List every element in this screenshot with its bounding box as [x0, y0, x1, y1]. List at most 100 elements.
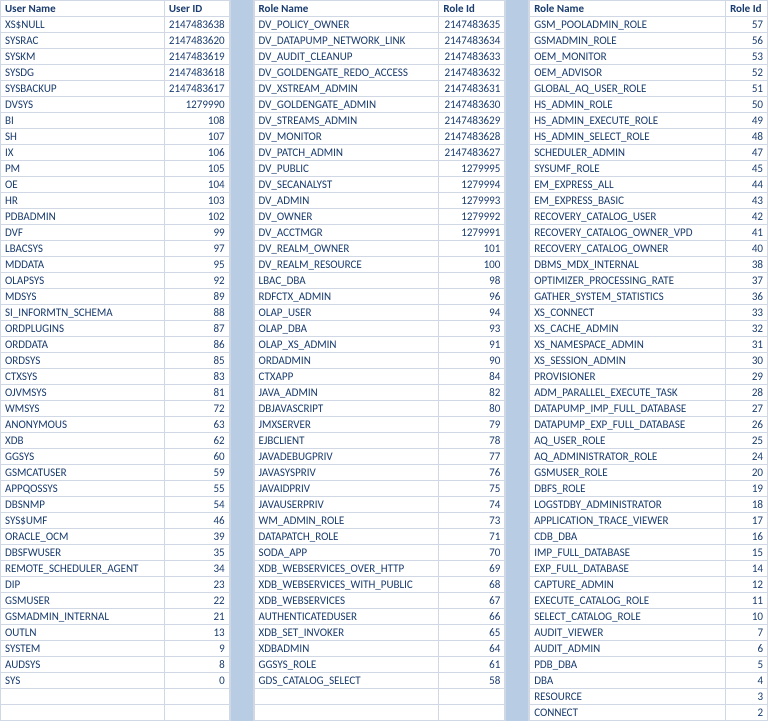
cell-id[interactable]: 78: [439, 433, 505, 449]
table-row[interactable]: BI108: [1, 113, 230, 129]
cell-id[interactable]: 31: [726, 337, 768, 353]
cell-id[interactable]: 7: [726, 625, 768, 641]
cell-id[interactable]: [164, 705, 229, 721]
table-row[interactable]: RECOVERY_CATALOG_OWNER40: [530, 241, 768, 257]
cell-name[interactable]: GSMUSER: [1, 593, 165, 609]
cell-id[interactable]: 26: [726, 417, 768, 433]
cell-name[interactable]: ORDADMIN: [254, 353, 439, 369]
cell-name[interactable]: IX: [1, 145, 165, 161]
table-row[interactable]: GGSYS_ROLE61: [254, 657, 505, 673]
roles1-table[interactable]: Role Name Role Id DV_POLICY_OWNER2147483…: [254, 0, 506, 721]
cell-id[interactable]: 0: [164, 673, 229, 689]
cell-id[interactable]: 57: [726, 17, 768, 33]
cell-id[interactable]: 36: [726, 289, 768, 305]
table-row[interactable]: OLAPSYS92: [1, 273, 230, 289]
table-row[interactable]: WMSYS72: [1, 401, 230, 417]
cell-id[interactable]: 77: [439, 449, 505, 465]
cell-name[interactable]: PDBADMIN: [1, 209, 165, 225]
spreadsheet-grid[interactable]: User Name User ID XS$NULL2147483638SYSRA…: [0, 0, 768, 721]
table-row[interactable]: GATHER_SYSTEM_STATISTICS36: [530, 289, 768, 305]
table-row[interactable]: SELECT_CATALOG_ROLE10: [530, 609, 768, 625]
cell-id[interactable]: 104: [164, 177, 229, 193]
table-row[interactable]: DV_ACCTMGR1279991: [254, 225, 505, 241]
cell-id[interactable]: 105: [164, 161, 229, 177]
cell-id[interactable]: 1279990: [164, 97, 229, 113]
table-row[interactable]: JMXSERVER79: [254, 417, 505, 433]
cell-id[interactable]: 17: [726, 513, 768, 529]
table-row[interactable]: ADM_PARALLEL_EXECUTE_TASK28: [530, 385, 768, 401]
table-row[interactable]: DBJAVASCRIPT80: [254, 401, 505, 417]
cell-name[interactable]: DV_STREAMS_ADMIN: [254, 113, 439, 129]
cell-name[interactable]: HS_ADMIN_SELECT_ROLE: [530, 129, 726, 145]
table-row[interactable]: OLAP_USER94: [254, 305, 505, 321]
table-row[interactable]: DV_OWNER1279992: [254, 209, 505, 225]
table-row[interactable]: XDB62: [1, 433, 230, 449]
table-row[interactable]: AUDIT_VIEWER7: [530, 625, 768, 641]
table-row[interactable]: SYSDG2147483618: [1, 65, 230, 81]
cell-name[interactable]: AQ_USER_ROLE: [530, 433, 726, 449]
cell-name[interactable]: REMOTE_SCHEDULER_AGENT: [1, 561, 165, 577]
table-row[interactable]: SI_INFORMTN_SCHEMA88: [1, 305, 230, 321]
table-row[interactable]: APPLICATION_TRACE_VIEWER17: [530, 513, 768, 529]
table-row[interactable]: GSM_POOLADMIN_ROLE57: [530, 17, 768, 33]
table-row[interactable]: AQ_USER_ROLE25: [530, 433, 768, 449]
cell-id[interactable]: 2147483632: [439, 65, 505, 81]
cell-name[interactable]: SYSDG: [1, 65, 165, 81]
table-row[interactable]: OLAP_XS_ADMIN91: [254, 337, 505, 353]
cell-name[interactable]: PDB_DBA: [530, 657, 726, 673]
cell-name[interactable]: GSM_POOLADMIN_ROLE: [530, 17, 726, 33]
cell-id[interactable]: 2: [726, 705, 768, 721]
cell-id[interactable]: 108: [164, 113, 229, 129]
cell-id[interactable]: 53: [726, 49, 768, 65]
cell-name[interactable]: DV_REALM_RESOURCE: [254, 257, 439, 273]
table-row[interactable]: DVSYS1279990: [1, 97, 230, 113]
cell-name[interactable]: APPQOSSYS: [1, 481, 165, 497]
cell-name[interactable]: OEM_MONITOR: [530, 49, 726, 65]
table-row[interactable]: [1, 705, 230, 721]
cell-name[interactable]: SYSRAC: [1, 33, 165, 49]
cell-name[interactable]: MDDATA: [1, 257, 165, 273]
table-row[interactable]: XDB_WEBSERVICES_WITH_PUBLIC68: [254, 577, 505, 593]
col-header-role-id[interactable]: Role Id: [439, 1, 505, 17]
cell-name[interactable]: HS_ADMIN_ROLE: [530, 97, 726, 113]
cell-id[interactable]: 1279992: [439, 209, 505, 225]
table-row[interactable]: DBMS_MDX_INTERNAL38: [530, 257, 768, 273]
cell-name[interactable]: LBACSYS: [1, 241, 165, 257]
table-row[interactable]: JAVA_ADMIN82: [254, 385, 505, 401]
table-row[interactable]: LOGSTDBY_ADMINISTRATOR18: [530, 497, 768, 513]
cell-name[interactable]: XS$NULL: [1, 17, 165, 33]
table-row[interactable]: OJVMSYS81: [1, 385, 230, 401]
cell-id[interactable]: 63: [164, 417, 229, 433]
cell-name[interactable]: DBA: [530, 673, 726, 689]
cell-name[interactable]: DV_AUDIT_CLEANUP: [254, 49, 439, 65]
cell-id[interactable]: 70: [439, 545, 505, 561]
cell-name[interactable]: DV_MONITOR: [254, 129, 439, 145]
cell-name[interactable]: XS_CONNECT: [530, 305, 726, 321]
cell-id[interactable]: 50: [726, 97, 768, 113]
table-row[interactable]: DV_POLICY_OWNER2147483635: [254, 17, 505, 33]
cell-name[interactable]: DATAPATCH_ROLE: [254, 529, 439, 545]
cell-id[interactable]: 19: [726, 481, 768, 497]
cell-id[interactable]: 2147483631: [439, 81, 505, 97]
cell-name[interactable]: XS_SESSION_ADMIN: [530, 353, 726, 369]
table-row[interactable]: SYSTEM9: [1, 641, 230, 657]
table-row[interactable]: WM_ADMIN_ROLE73: [254, 513, 505, 529]
cell-id[interactable]: 80: [439, 401, 505, 417]
cell-id[interactable]: 84: [439, 369, 505, 385]
table-row[interactable]: LBAC_DBA98: [254, 273, 505, 289]
col-header-user-name[interactable]: User Name: [1, 1, 165, 17]
cell-id[interactable]: 81: [164, 385, 229, 401]
table-row[interactable]: OE104: [1, 177, 230, 193]
cell-name[interactable]: JMXSERVER: [254, 417, 439, 433]
cell-id[interactable]: 72: [164, 401, 229, 417]
cell-id[interactable]: [164, 689, 229, 705]
table-row[interactable]: DV_STREAMS_ADMIN2147483629: [254, 113, 505, 129]
cell-name[interactable]: SYSKM: [1, 49, 165, 65]
cell-name[interactable]: DV_POLICY_OWNER: [254, 17, 439, 33]
cell-id[interactable]: 21: [164, 609, 229, 625]
cell-id[interactable]: 48: [726, 129, 768, 145]
cell-id[interactable]: 40: [726, 241, 768, 257]
table-row[interactable]: XDB_SET_INVOKER65: [254, 625, 505, 641]
cell-id[interactable]: 18: [726, 497, 768, 513]
cell-id[interactable]: 58: [439, 673, 505, 689]
